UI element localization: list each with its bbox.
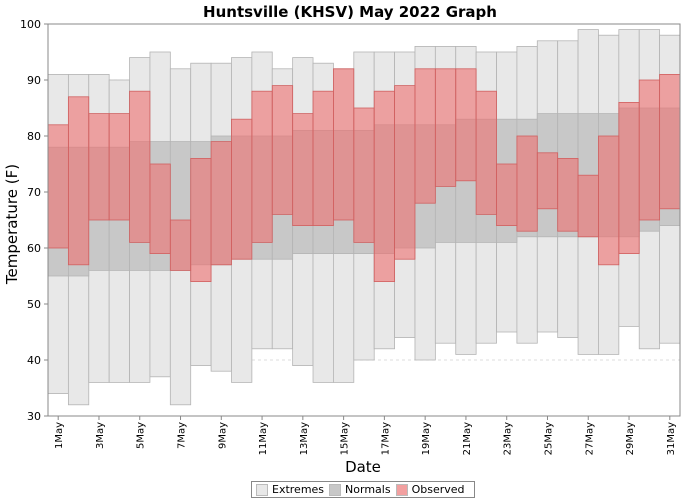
observed-bar [88,113,110,221]
chart-legend: Extremes Normals Observed [251,481,475,498]
legend-label-observed: Observed [411,483,465,496]
observed-bar [231,118,253,260]
y-tick-label: 50 [27,298,41,311]
observed-bar [455,68,477,182]
y-tick-label: 90 [27,74,41,87]
observed-bar [536,152,559,210]
x-tick-label: 31May [666,422,677,455]
x-tick-label: 21May [462,422,473,455]
x-tick-label: 9May [217,422,228,449]
observed-bar [496,163,518,226]
y-tick-label: 60 [27,242,41,255]
x-tick-label: 1May [54,422,65,449]
x-tick-label: 29May [625,422,636,455]
observed-bar [149,163,171,254]
x-tick-label: 17May [380,422,391,455]
legend-item-observed: Observed [395,483,465,496]
observed-bar [129,90,151,243]
x-tick-label: 19May [421,422,432,455]
legend-swatch-extremes [256,483,268,496]
observed-bar [312,90,334,226]
x-tick-label: 23May [503,422,514,455]
observed-bar [557,157,579,232]
observed-bar [169,219,192,271]
observed-bar [67,96,90,266]
legend-item-normals: Normals [329,483,391,496]
y-tick-label: 30 [27,410,41,423]
observed-bar [271,85,294,215]
observed-bar [333,68,355,221]
x-tick-label: 5May [136,422,147,449]
x-axis-label: Date [345,458,381,476]
observed-bar [434,68,457,187]
chart-title: Huntsville (KHSV) May 2022 Graph [203,3,497,21]
y-tick-label: 70 [27,186,41,199]
observed-bar [618,102,640,254]
y-axis-label: Temperature (F) [3,164,21,285]
observed-bar [210,141,232,266]
observed-bar [353,107,375,243]
x-tick-label: 27May [584,422,595,455]
observed-bar [47,124,69,249]
observed-bar [190,157,212,282]
observed-bar [373,90,395,282]
y-tick-label: 100 [20,18,41,31]
observed-bar [516,135,538,232]
observed-bar [598,135,620,266]
observed-bar [251,90,273,243]
plot-border [47,23,681,417]
y-tick-label: 40 [27,354,41,367]
x-tick-label: 25May [544,422,555,455]
legend-swatch-observed [395,483,408,496]
legend-swatch-normals [329,483,342,496]
legend-label-extremes: Extremes [272,483,325,496]
x-tick-label: 13May [299,422,310,455]
observed-bar [638,79,661,221]
legend-label-normals: Normals [345,483,391,496]
temperature-chart: 30 40 50 60 70 80 90 100 1May 3May 5May 7May 9May 11… [3,18,681,476]
x-tick-label: 11May [258,422,269,455]
x-tick-label: 7May [177,422,188,449]
observed-bar [292,113,314,226]
observed-bar [414,68,436,204]
x-tick-label: 15May [340,422,351,455]
observed-bar [394,85,416,260]
legend-item-extremes: Extremes [256,483,324,496]
observed-bar [659,74,681,210]
y-tick-label: 80 [27,130,41,143]
x-tick-label: 3May [95,422,106,449]
observed-bar [577,174,599,238]
observed-bar [475,90,497,215]
observed-bar [108,113,130,221]
